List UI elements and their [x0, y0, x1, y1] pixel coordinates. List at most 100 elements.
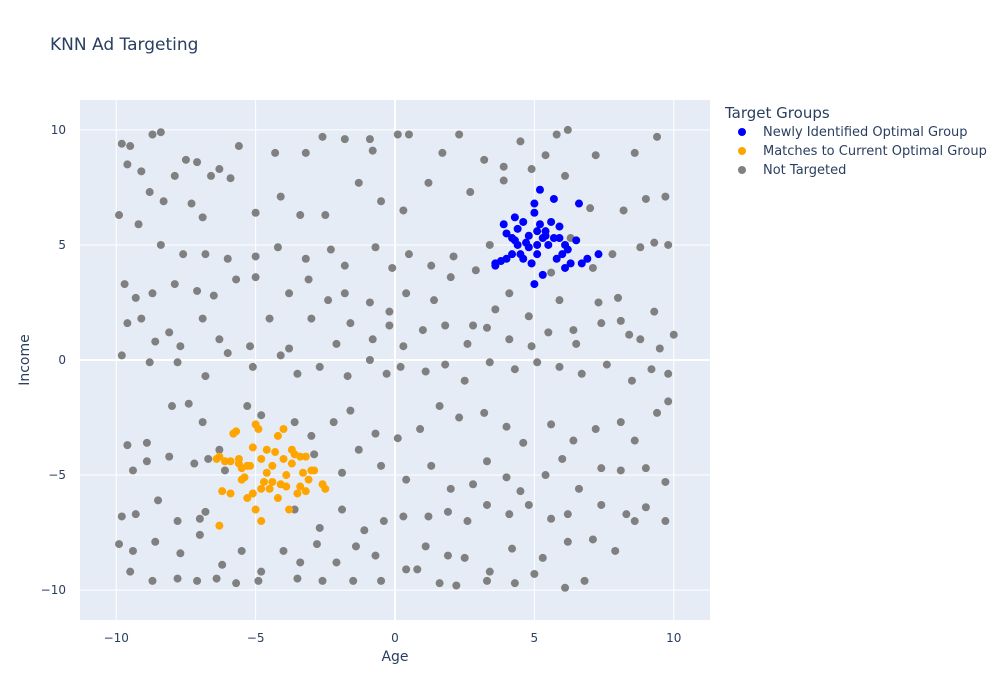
data-point: [290, 505, 299, 514]
data-point: [293, 489, 302, 498]
data-point: [541, 471, 550, 480]
data-point: [385, 307, 394, 316]
data-point: [530, 280, 539, 289]
data-point: [193, 158, 202, 167]
data-point: [455, 130, 464, 139]
data-point: [653, 132, 662, 141]
data-point: [148, 576, 157, 585]
data-point: [661, 477, 670, 486]
data-point: [460, 553, 469, 562]
data-point: [524, 243, 533, 252]
data-point: [630, 148, 639, 157]
data-point: [128, 546, 137, 555]
data-point: [541, 231, 550, 240]
data-point: [232, 579, 241, 588]
data-point: [399, 206, 408, 215]
data-point: [527, 259, 536, 268]
data-point: [307, 431, 316, 440]
data-point: [307, 314, 316, 323]
data-point: [541, 151, 550, 160]
data-point: [257, 567, 266, 576]
data-point: [181, 155, 190, 164]
data-point: [148, 130, 157, 139]
data-point: [293, 574, 302, 583]
data-point: [524, 231, 533, 240]
data-point: [145, 188, 154, 197]
legend-label: Not Targeted: [763, 163, 846, 178]
data-point: [418, 326, 427, 335]
data-point: [218, 487, 227, 496]
data-point: [215, 521, 224, 530]
data-point: [248, 362, 257, 371]
data-point: [611, 546, 620, 555]
data-point: [594, 250, 603, 259]
data-point: [190, 459, 199, 468]
grid-lines: [80, 100, 710, 620]
data-point: [510, 213, 519, 222]
data-point: [251, 505, 260, 514]
data-point: [547, 268, 556, 277]
data-point: [510, 579, 519, 588]
data-point: [377, 197, 386, 206]
data-point: [167, 402, 176, 411]
data-point: [588, 263, 597, 272]
data-point: [246, 342, 255, 351]
data-point: [399, 342, 408, 351]
data-point: [371, 429, 380, 438]
data-point: [499, 176, 508, 185]
data-point: [619, 206, 628, 215]
data-point: [561, 240, 570, 249]
data-point: [519, 217, 528, 226]
data-point: [115, 540, 124, 549]
data-point: [416, 425, 425, 434]
legend-label: Newly Identified Optimal Group: [763, 125, 968, 140]
data-point: [123, 441, 132, 450]
data-point: [296, 452, 305, 461]
chart-title: KNN Ad Targeting: [50, 35, 198, 55]
data-point: [365, 356, 374, 364]
data-point: [179, 250, 188, 259]
data-point: [630, 436, 639, 445]
data-point: [466, 188, 475, 197]
data-point: [212, 454, 221, 463]
data-point: [379, 517, 388, 526]
data-point: [502, 254, 511, 263]
data-point: [563, 510, 572, 519]
data-point: [524, 500, 533, 509]
data-point: [655, 344, 664, 353]
data-point: [664, 397, 673, 406]
data-point: [257, 411, 266, 420]
data-point: [198, 213, 207, 222]
data-point: [491, 261, 500, 270]
data-point: [207, 171, 216, 180]
data-point: [165, 452, 174, 461]
data-point: [446, 273, 455, 282]
data-point: [438, 148, 447, 157]
data-point: [482, 323, 491, 332]
data-point: [399, 512, 408, 521]
data-point: [563, 125, 572, 134]
data-point: [251, 252, 260, 261]
data-point: [505, 510, 514, 519]
data-point: [201, 250, 210, 259]
data-point: [371, 551, 380, 560]
data-point: [285, 505, 294, 514]
data-point: [195, 514, 204, 523]
data-point: [287, 445, 296, 454]
data-point: [232, 427, 241, 436]
data-point: [427, 261, 436, 270]
data-point: [301, 452, 310, 461]
data-point: [321, 211, 330, 220]
data-point: [276, 192, 285, 201]
data-point: [131, 293, 140, 302]
data-point: [246, 461, 255, 470]
data-point: [128, 466, 137, 475]
data-point: [502, 473, 511, 482]
data-point: [552, 130, 561, 139]
data-point: [176, 342, 185, 351]
data-point: [117, 351, 126, 360]
data-point: [650, 238, 659, 247]
data-point: [482, 500, 491, 509]
data-point: [296, 482, 305, 491]
data-point: [151, 537, 160, 546]
